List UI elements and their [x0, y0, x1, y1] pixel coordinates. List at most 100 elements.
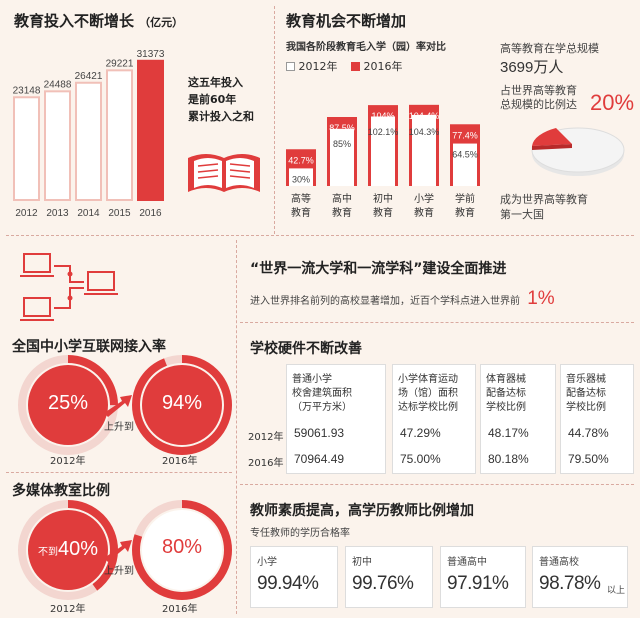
multimedia-arrow-label: 上升到: [104, 566, 134, 577]
enroll-bar-2012: [453, 143, 477, 186]
worldclass-value: 1%: [527, 288, 555, 309]
ring-fill: [28, 510, 108, 590]
invest-bar: [137, 59, 164, 201]
pie-slice-20: [532, 128, 572, 146]
share-note-line: 占世界高等教育: [500, 84, 577, 97]
enroll-label-2012: 64.5%: [452, 150, 478, 160]
scale-note: 高等教育在学总规模: [500, 42, 599, 55]
invest-value-label: 29221: [106, 58, 134, 69]
hardware-header-line: 学校比例: [566, 402, 606, 413]
teacher-label: 初中: [352, 557, 372, 568]
multimedia-left-prefix: 不到: [37, 547, 58, 558]
divider: [236, 240, 237, 614]
enroll-label-2016: 104.4%: [409, 111, 440, 121]
divider: [240, 484, 634, 485]
enroll-category-label: 教育: [332, 206, 352, 219]
ring-progress: [132, 500, 232, 600]
hardware-row-year: 2012年: [248, 432, 284, 443]
hardware-title: 学校硬件不断改善: [250, 341, 362, 357]
first-note-line: 第一大国: [500, 208, 544, 221]
invest-value-label: 31373: [137, 49, 165, 60]
teacher-value: 99.76%: [352, 573, 414, 594]
first-note: 成为世界高等教育 第一大国: [500, 192, 588, 222]
hardware-header-line: 校舍建筑面积: [292, 388, 352, 399]
enroll-label-2012: 104.3%: [409, 127, 440, 137]
enroll-category-label: 教育: [373, 206, 393, 219]
enroll-label-2016: 42.7%: [288, 155, 314, 165]
enroll-label-2016: 104%: [371, 111, 394, 121]
internet-arrow-label: 上升到: [104, 422, 134, 433]
enroll-label-2012: 85%: [333, 139, 351, 149]
teacher-label: 普通高校: [539, 557, 579, 568]
multimedia-rings: [18, 500, 232, 600]
invest-value-label: 24488: [44, 79, 72, 90]
ring-center: [142, 510, 222, 590]
computer-network-icon: [20, 253, 118, 321]
invest-title: 教育投入不断增长: [14, 12, 135, 30]
ring-fill: [28, 365, 108, 445]
teacher-value: 97.91%: [447, 573, 509, 594]
enroll-category-label: 小学: [414, 192, 434, 205]
enroll-label-2016: 77.4%: [452, 130, 478, 140]
legend-swatch-2016: [351, 62, 360, 71]
enroll-label-2012: 30%: [292, 174, 310, 184]
multimedia-right-year: 2016年: [162, 604, 198, 615]
invest-year-label: 2013: [46, 208, 69, 219]
hardware-row-year: 2016年: [248, 458, 284, 469]
teacher-item: 小学 99.94%: [250, 546, 338, 608]
share-note: 占世界高等教育 总规模的比例达: [500, 84, 577, 112]
enroll-category-label: 学前: [455, 192, 475, 205]
legend-label: 2016年: [363, 60, 403, 73]
teacher-label: 小学: [257, 557, 277, 568]
worldclass-sentence: 进入世界排名前列的高校显著增加，近百个学科点进入世界前: [250, 296, 520, 307]
hardware-header-line: 达标学校比例: [398, 402, 458, 413]
legend-label: 2012年: [298, 60, 338, 73]
opportunity-title: 教育机会不断增加: [286, 12, 407, 30]
internet-right-value: 94%: [161, 392, 203, 414]
internet-right-year: 2016年: [162, 456, 198, 467]
internet-left-value: 25%: [47, 392, 89, 414]
invest-bar: [75, 81, 102, 201]
teacher-item: 初中 99.76%: [345, 546, 433, 608]
first-note-line: 成为世界高等教育: [500, 193, 588, 206]
hardware-column: [560, 364, 634, 474]
enroll-category-label: 高等: [291, 192, 311, 205]
internet-left-year: 2012年: [50, 456, 86, 467]
internet-rings: [18, 355, 232, 455]
ring-progress: [18, 355, 118, 455]
invest-note-line: 是前60年: [188, 93, 237, 106]
teachers-title: 教师素质提高，高学历教师比例增加: [250, 503, 474, 519]
invest-value-label: 26421: [75, 71, 103, 82]
invest-bar-chart: 23148 2012 24488 2013 26421 2014 29221 2015 3137…: [13, 49, 165, 219]
enroll-label-2016: 87.5%: [329, 123, 355, 133]
teacher-suffix: 以上: [607, 586, 626, 596]
worldclass-title: “世界一流大学和一流学科”建设全面推进: [250, 261, 507, 277]
ring-progress: [132, 355, 232, 455]
hardware-header-line: 体育器械: [486, 374, 526, 385]
enroll-bar-2012: [330, 128, 354, 186]
divider: [240, 322, 634, 323]
invest-value-label: 23148: [13, 85, 41, 96]
multimedia-right-value: 80%: [161, 536, 203, 558]
invest-year-label: 2012: [15, 208, 38, 219]
invest-unit: （亿元）: [139, 16, 184, 29]
invest-note-line: 累计投入之和: [188, 110, 254, 123]
teacher-value: 98.78%: [539, 573, 601, 594]
multimedia-left-value: 40%: [57, 538, 99, 560]
hardware-header-line: 小学体育运动: [398, 374, 458, 385]
arrow-up-icon: [104, 540, 132, 562]
hardware-header-line: （万平方米）: [292, 402, 352, 413]
invest-year-label: 2016: [139, 208, 162, 219]
share-value: 20%: [590, 90, 635, 115]
hardware-header-line: 场（馆）面积: [398, 388, 458, 399]
invest-bar: [44, 90, 71, 201]
arrow-up-icon: [104, 395, 132, 417]
ring-progress: [18, 500, 118, 600]
teacher-value: 99.94%: [257, 573, 319, 594]
enroll-bar-2012: [371, 116, 395, 186]
opportunity-legend: 2012年 2016年: [286, 58, 403, 74]
hardware-column: [392, 364, 476, 474]
hardware-header-line: 学校比例: [486, 402, 526, 413]
multimedia-title: 多媒体教室比例: [12, 483, 110, 499]
teacher-label: 普通高中: [447, 557, 487, 568]
